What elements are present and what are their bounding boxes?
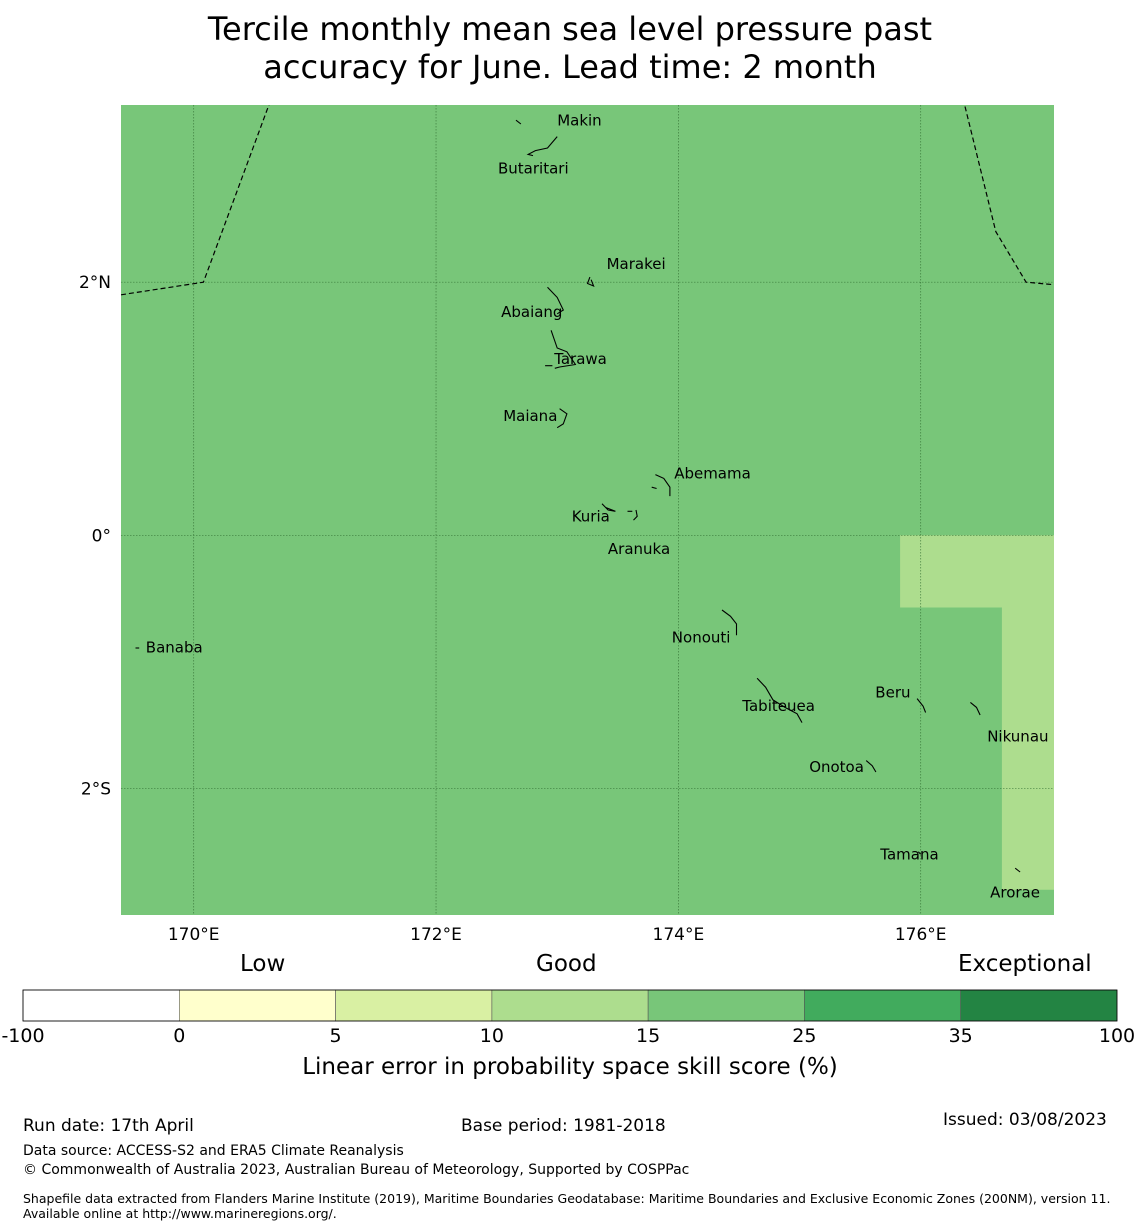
island-label-maiana: Maiana [503, 407, 557, 425]
colorbar-tick-label: -100 [1, 1025, 45, 1047]
colorbar-bin [179, 989, 336, 1022]
island-label-tarawa: Tarawa [553, 350, 607, 368]
island-outline [721, 609, 738, 636]
colorbar-axis-label: Linear error in probability space skill … [302, 1054, 838, 1080]
colorbar-tick-label: 15 [636, 1025, 661, 1047]
colorbar-tick-label: 5 [329, 1025, 342, 1047]
shapefile-credit: Shapefile data extracted from Flanders M… [23, 1191, 1111, 1221]
island-outline [526, 136, 558, 157]
island-outline [556, 408, 568, 429]
island-outline [655, 474, 671, 497]
colorbar-bin [335, 989, 493, 1022]
island-outline [970, 701, 981, 716]
colorbar [22, 989, 1118, 1022]
eez-boundary-west [121, 105, 270, 296]
colorbar-bin [491, 989, 649, 1022]
eez-boundaries [121, 105, 1054, 296]
eez-boundary-east [964, 105, 1054, 286]
island-outline [586, 276, 595, 287]
run-date: Run date: 17th April [23, 1116, 194, 1136]
island-label-aranuka: Aranuka [608, 540, 670, 558]
island-outline [550, 330, 577, 369]
island-label-tamana: Tamana [879, 846, 938, 864]
lon-tick-label: 176°E [895, 925, 947, 945]
colorbar-bin [804, 989, 962, 1022]
island-label-makin: Makin [557, 111, 602, 129]
island-outline [917, 851, 922, 855]
island-label-beru: Beru [875, 684, 910, 702]
island-label-nonouti: Nonouti [672, 629, 731, 647]
island-outline [865, 760, 877, 773]
skill-field-15-25 [121, 105, 1054, 915]
legend-category-low: Low [240, 951, 286, 977]
base-period: Base period: 1981-2018 [461, 1116, 666, 1136]
island-label-arorae: Arorae [990, 884, 1040, 902]
legend-category-good: Good [536, 951, 597, 977]
island-outline [515, 119, 522, 125]
lon-tick-label: 174°E [653, 925, 705, 945]
colorbar-tick-label: 10 [479, 1025, 504, 1047]
island-outline [756, 677, 803, 723]
island-outline [916, 698, 927, 713]
island-label-nikunau: Nikunau [987, 728, 1048, 746]
colorbar-bin [960, 989, 1118, 1022]
island-label-abaiang: Abaiang [501, 303, 562, 321]
title-line-1: Tercile monthly mean sea level pressure … [207, 10, 933, 48]
island-labels: Makin Butaritari Marakei Abaiang Tarawa Maian… [146, 111, 1049, 901]
island-outline [547, 286, 565, 315]
colorbar-frame [22, 989, 1118, 1022]
colorbar-bin [22, 989, 180, 1022]
island-label-butaritari: Butaritari [498, 159, 569, 177]
island-label-tabiteuea: Tabiteuea [741, 697, 815, 715]
axis-labels: 170°E 172°E 174°E 176°E 2°N 0° 2°S [79, 273, 947, 945]
skill-field-10-15 [900, 535, 1054, 890]
island-outlines [135, 119, 1021, 873]
data-source: Data source: ACCESS-S2 and ERA5 Climate … [23, 1143, 404, 1159]
colorbar-tick-label: 25 [792, 1025, 817, 1047]
map-layer: Makin Butaritari Marakei Abaiang Tarawa Maian… [79, 105, 1054, 945]
colorbar-tick-label: 0 [173, 1025, 186, 1047]
map-title: Tercile monthly mean sea level pressure … [0, 10, 1140, 86]
colorbar-tick-label: 100 [1098, 1025, 1136, 1047]
title-line-2: accuracy for June. Lead time: 2 month [263, 48, 877, 86]
lon-tick-label: 170°E [168, 925, 220, 945]
island-label-marakei: Marakei [607, 255, 666, 273]
lat-tick-label: 2°S [81, 779, 111, 799]
issued-date: Issued: 03/08/2023 [943, 1110, 1107, 1130]
island-label-onotoa: Onotoa [809, 758, 864, 776]
island-outline [601, 503, 616, 512]
colorbar-tick-label: 35 [948, 1025, 973, 1047]
island-outline [651, 486, 657, 490]
island-outline [1014, 867, 1021, 873]
copyright-notice: © Commonwealth of Australia 2023, Austra… [23, 1162, 690, 1178]
island-label-abemama: Abemama [674, 465, 751, 483]
island-label-kuria: Kuria [572, 508, 610, 526]
colorbar-bin [647, 989, 805, 1022]
lat-tick-label: 0° [92, 526, 111, 546]
lon-tick-label: 172°E [410, 925, 462, 945]
island-outline [633, 509, 638, 521]
lat-tick-label: 2°N [79, 273, 111, 293]
legend-category-exceptional: Exceptional [958, 951, 1092, 977]
island-label-banaba: Banaba [146, 638, 203, 656]
